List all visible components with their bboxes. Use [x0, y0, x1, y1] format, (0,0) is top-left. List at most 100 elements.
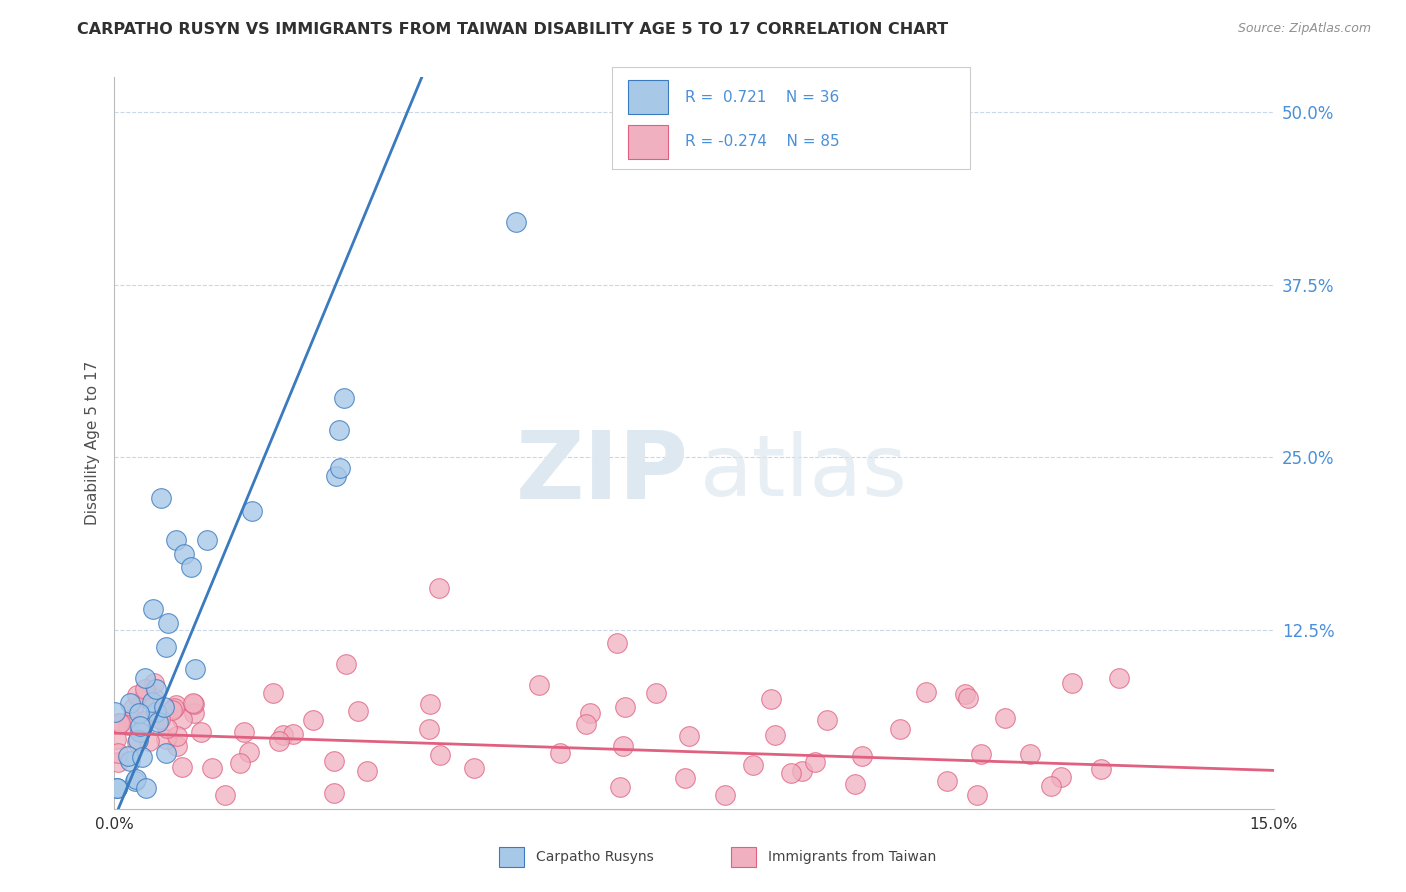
- Point: [844, 777, 866, 791]
- Point: [529, 678, 551, 692]
- Point: [142, 675, 165, 690]
- Point: [915, 684, 938, 698]
- Text: Source: ZipAtlas.com: Source: ZipAtlas.com: [1237, 22, 1371, 36]
- Point: [935, 773, 957, 788]
- Point: [131, 749, 153, 764]
- Point: [160, 703, 183, 717]
- Point: [149, 491, 172, 506]
- Point: [606, 636, 628, 650]
- Point: [165, 698, 187, 713]
- Point: [155, 732, 177, 747]
- Point: [127, 735, 149, 749]
- Point: [1108, 671, 1130, 685]
- Point: [165, 533, 187, 547]
- Point: [232, 725, 254, 739]
- Point: [145, 681, 167, 696]
- Point: [104, 706, 127, 720]
- Point: [146, 715, 169, 730]
- Point: [127, 733, 149, 747]
- Point: [120, 697, 142, 711]
- Point: [166, 739, 188, 753]
- Text: atlas: atlas: [700, 431, 908, 514]
- Point: [134, 671, 156, 685]
- Point: [200, 761, 222, 775]
- Point: [240, 504, 263, 518]
- Point: [145, 705, 167, 719]
- Point: [132, 690, 155, 704]
- Point: [166, 729, 188, 743]
- Point: [132, 714, 155, 728]
- Text: CARPATHO RUSYN VS IMMIGRANTS FROM TAIWAN DISABILITY AGE 5 TO 17 CORRELATION CHAR: CARPATHO RUSYN VS IMMIGRANTS FROM TAIWAN…: [77, 22, 949, 37]
- Point: [804, 755, 827, 769]
- Point: [120, 712, 142, 726]
- Point: [713, 789, 735, 803]
- Point: [953, 688, 976, 702]
- Point: [142, 602, 165, 616]
- Point: [612, 739, 634, 754]
- Point: [325, 468, 347, 483]
- Point: [889, 722, 911, 736]
- Point: [117, 749, 139, 764]
- Point: [122, 701, 145, 715]
- Point: [143, 691, 166, 706]
- Point: [505, 215, 527, 229]
- Point: [1090, 762, 1112, 776]
- Y-axis label: Disability Age 5 to 17: Disability Age 5 to 17: [86, 361, 100, 525]
- Point: [815, 713, 838, 727]
- Point: [548, 746, 571, 760]
- Point: [356, 764, 378, 778]
- Point: [127, 688, 149, 702]
- Point: [956, 690, 979, 705]
- Point: [195, 533, 218, 547]
- Point: [463, 761, 485, 775]
- Point: [761, 691, 783, 706]
- Point: [613, 699, 636, 714]
- Point: [673, 771, 696, 785]
- Point: [214, 789, 236, 803]
- Text: Carpatho Rusyns: Carpatho Rusyns: [536, 850, 654, 864]
- Point: [419, 697, 441, 711]
- Point: [335, 657, 357, 672]
- Point: [129, 725, 152, 739]
- Point: [129, 719, 152, 733]
- Point: [107, 716, 129, 731]
- Text: R = -0.274    N = 85: R = -0.274 N = 85: [685, 135, 839, 149]
- Point: [141, 695, 163, 709]
- Point: [644, 686, 666, 700]
- Point: [301, 713, 323, 727]
- Point: [578, 706, 600, 721]
- Point: [346, 704, 368, 718]
- Point: [105, 732, 128, 747]
- Point: [1019, 747, 1042, 761]
- Point: [1049, 770, 1071, 784]
- Point: [763, 728, 786, 742]
- Point: [157, 615, 180, 630]
- Point: [183, 706, 205, 720]
- Point: [741, 757, 763, 772]
- Point: [105, 781, 128, 796]
- Point: [575, 716, 598, 731]
- Point: [281, 727, 304, 741]
- Point: [117, 718, 139, 732]
- Point: [105, 781, 128, 796]
- Point: [155, 640, 177, 655]
- Point: [173, 547, 195, 561]
- Point: [262, 686, 284, 700]
- Point: [180, 560, 202, 574]
- Point: [149, 712, 172, 726]
- Point: [328, 423, 350, 437]
- Point: [323, 754, 346, 768]
- Point: [238, 745, 260, 759]
- Point: [1040, 779, 1063, 793]
- Point: [183, 662, 205, 676]
- Point: [779, 766, 801, 780]
- Point: [792, 764, 814, 779]
- Point: [271, 728, 294, 742]
- Point: [138, 733, 160, 747]
- Point: [124, 773, 146, 788]
- Point: [333, 391, 356, 405]
- Point: [190, 725, 212, 739]
- Point: [107, 756, 129, 770]
- Text: ZIP: ZIP: [516, 426, 688, 518]
- Point: [183, 697, 205, 711]
